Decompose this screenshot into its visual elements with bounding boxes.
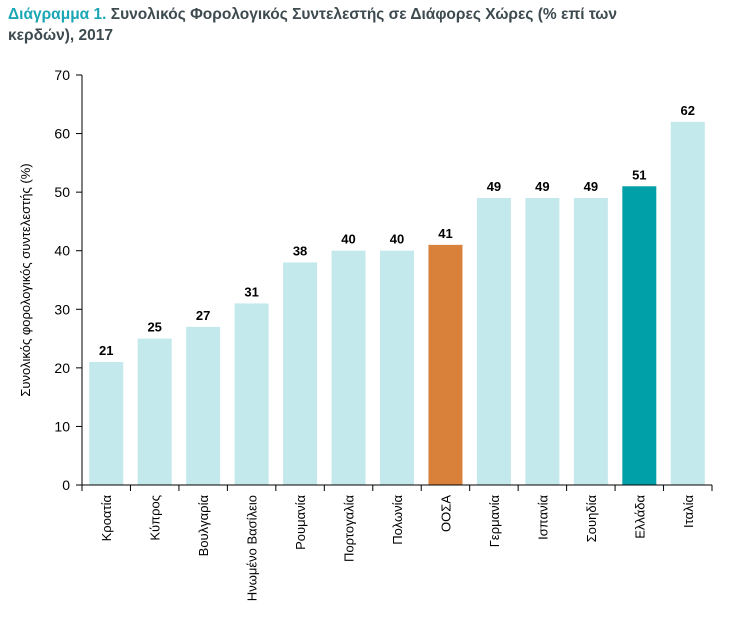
bar [186,326,221,485]
x-tick-label: Ηνωμένο Βασίλειο [245,495,260,601]
x-tick-label: Ιταλία [681,495,696,528]
data-label: 49 [487,179,501,194]
bar [573,198,608,485]
bar [476,198,511,485]
data-label: 51 [632,167,646,182]
data-label: 21 [99,343,113,358]
bar [380,250,414,485]
bar [137,338,172,485]
data-label: 31 [244,284,258,299]
data-label: 62 [681,103,695,118]
y-tick-label: 50 [54,184,70,200]
data-label: 40 [341,232,355,247]
chart-title-prefix: Διάγραμμα 1. [8,6,107,23]
data-label: 40 [390,232,404,247]
bar [89,362,124,485]
y-axis-title: Συνολικός φορολογικός συντελεστής (%) [18,163,33,396]
y-tick-label: 20 [54,360,70,376]
x-tick-label: Ισπανία [535,495,550,540]
x-tick-label: Πολωνία [390,495,405,545]
bar [622,186,657,486]
y-tick-label: 0 [62,477,70,493]
x-tick-label: Κύπρος [148,495,163,541]
data-label: 41 [438,226,452,241]
bar [283,262,318,485]
bar [525,198,560,485]
chart-title: Διάγραμμα 1. Συνολικός Φορολογικός Συντε… [8,4,628,46]
x-tick-label: Βουλγαρία [196,495,211,557]
y-tick-label: 40 [54,243,70,259]
x-tick-label: Πορτογαλία [342,495,357,562]
y-tick-label: 10 [54,418,70,434]
data-label: 27 [196,308,210,323]
chart-title-text: Συνολικός Φορολογικός Συντελεστής σε Διά… [8,6,618,44]
data-label: 49 [535,179,549,194]
x-tick-label: Γερμανία [487,495,502,548]
bar [428,244,463,485]
x-tick-label: ΟΟΣΑ [438,495,453,532]
bar [234,303,269,485]
y-tick-label: 70 [54,67,70,83]
data-label: 49 [584,179,598,194]
x-tick-label: Κροατία [99,495,114,542]
x-tick-label: Ελλάδα [632,495,647,539]
x-tick-label: Ρουμανία [293,495,308,550]
bar [670,121,705,485]
x-tick-label: Σουηδία [584,495,599,543]
bar [331,250,366,485]
y-tick-label: 30 [54,301,70,317]
data-label: 25 [147,320,161,335]
y-tick-label: 60 [54,126,70,142]
data-label: 38 [293,243,307,258]
